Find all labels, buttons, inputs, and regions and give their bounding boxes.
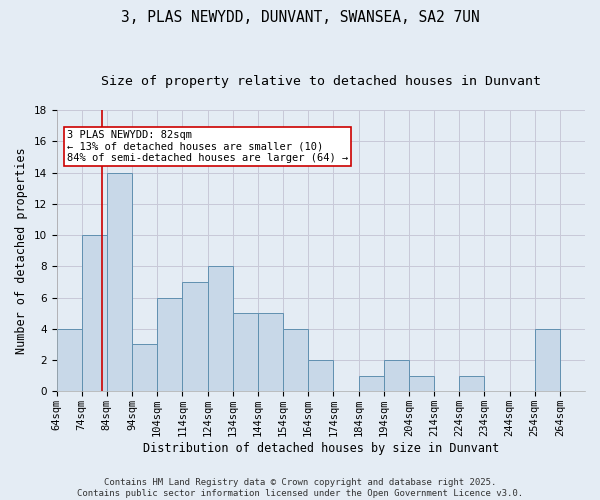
Bar [182,282,208,392]
Bar [258,313,283,392]
Bar [208,266,233,392]
X-axis label: Distribution of detached houses by size in Dunvant: Distribution of detached houses by size … [143,442,499,455]
Bar [308,360,334,392]
Bar [82,235,107,392]
Bar [283,329,308,392]
Bar [132,344,157,392]
Bar [107,172,132,392]
Bar [383,360,409,392]
Bar [409,376,434,392]
Text: 3, PLAS NEWYDD, DUNVANT, SWANSEA, SA2 7UN: 3, PLAS NEWYDD, DUNVANT, SWANSEA, SA2 7U… [121,10,479,25]
Bar [459,376,484,392]
Title: Size of property relative to detached houses in Dunvant: Size of property relative to detached ho… [101,75,541,88]
Bar [157,298,182,392]
Text: Contains HM Land Registry data © Crown copyright and database right 2025.
Contai: Contains HM Land Registry data © Crown c… [77,478,523,498]
Bar [359,376,383,392]
Bar [233,313,258,392]
Text: 3 PLAS NEWYDD: 82sqm
← 13% of detached houses are smaller (10)
84% of semi-detac: 3 PLAS NEWYDD: 82sqm ← 13% of detached h… [67,130,349,163]
Bar [535,329,560,392]
Bar [56,329,82,392]
Y-axis label: Number of detached properties: Number of detached properties [15,148,28,354]
